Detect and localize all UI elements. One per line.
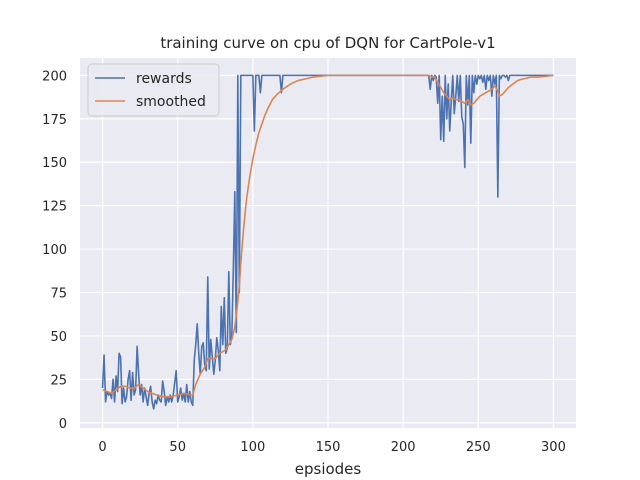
x-tick-label: 0 — [98, 440, 106, 455]
y-tick-label: 125 — [42, 200, 67, 215]
x-tick-labels: 0 50 100 150 200 250 300 — [98, 440, 565, 455]
x-axis-label: epsiodes — [295, 460, 362, 478]
y-tick-label: 175 — [42, 113, 67, 128]
legend: rewards smoothed — [87, 63, 220, 117]
y-tick-label: 200 — [42, 69, 67, 84]
y-tick-label: 100 — [42, 243, 67, 258]
x-tick-label: 150 — [316, 440, 341, 455]
y-tick-label: 150 — [42, 156, 67, 171]
y-tick-label: 50 — [50, 330, 67, 345]
x-tick-label: 300 — [541, 440, 566, 455]
y-tick-label: 25 — [50, 373, 67, 388]
x-tick-label: 50 — [169, 440, 186, 455]
legend-label-rewards: rewards — [136, 71, 192, 87]
x-tick-label: 200 — [391, 440, 416, 455]
series-line-rewards — [101, 74, 554, 410]
series-lines — [101, 74, 554, 410]
y-tick-label: 75 — [50, 287, 67, 302]
y-tick-labels: 0 25 50 75 100 125 150 175 200 — [42, 69, 67, 431]
y-tick-label: 0 — [59, 417, 67, 432]
x-tick-label: 100 — [240, 440, 265, 455]
legend-label-smoothed: smoothed — [136, 94, 206, 110]
x-tick-label: 250 — [466, 440, 491, 455]
legend-box — [87, 63, 220, 117]
series-line-smoothed — [102, 74, 554, 398]
chart-title: training curve on cpu of DQN for CartPol… — [160, 34, 495, 52]
